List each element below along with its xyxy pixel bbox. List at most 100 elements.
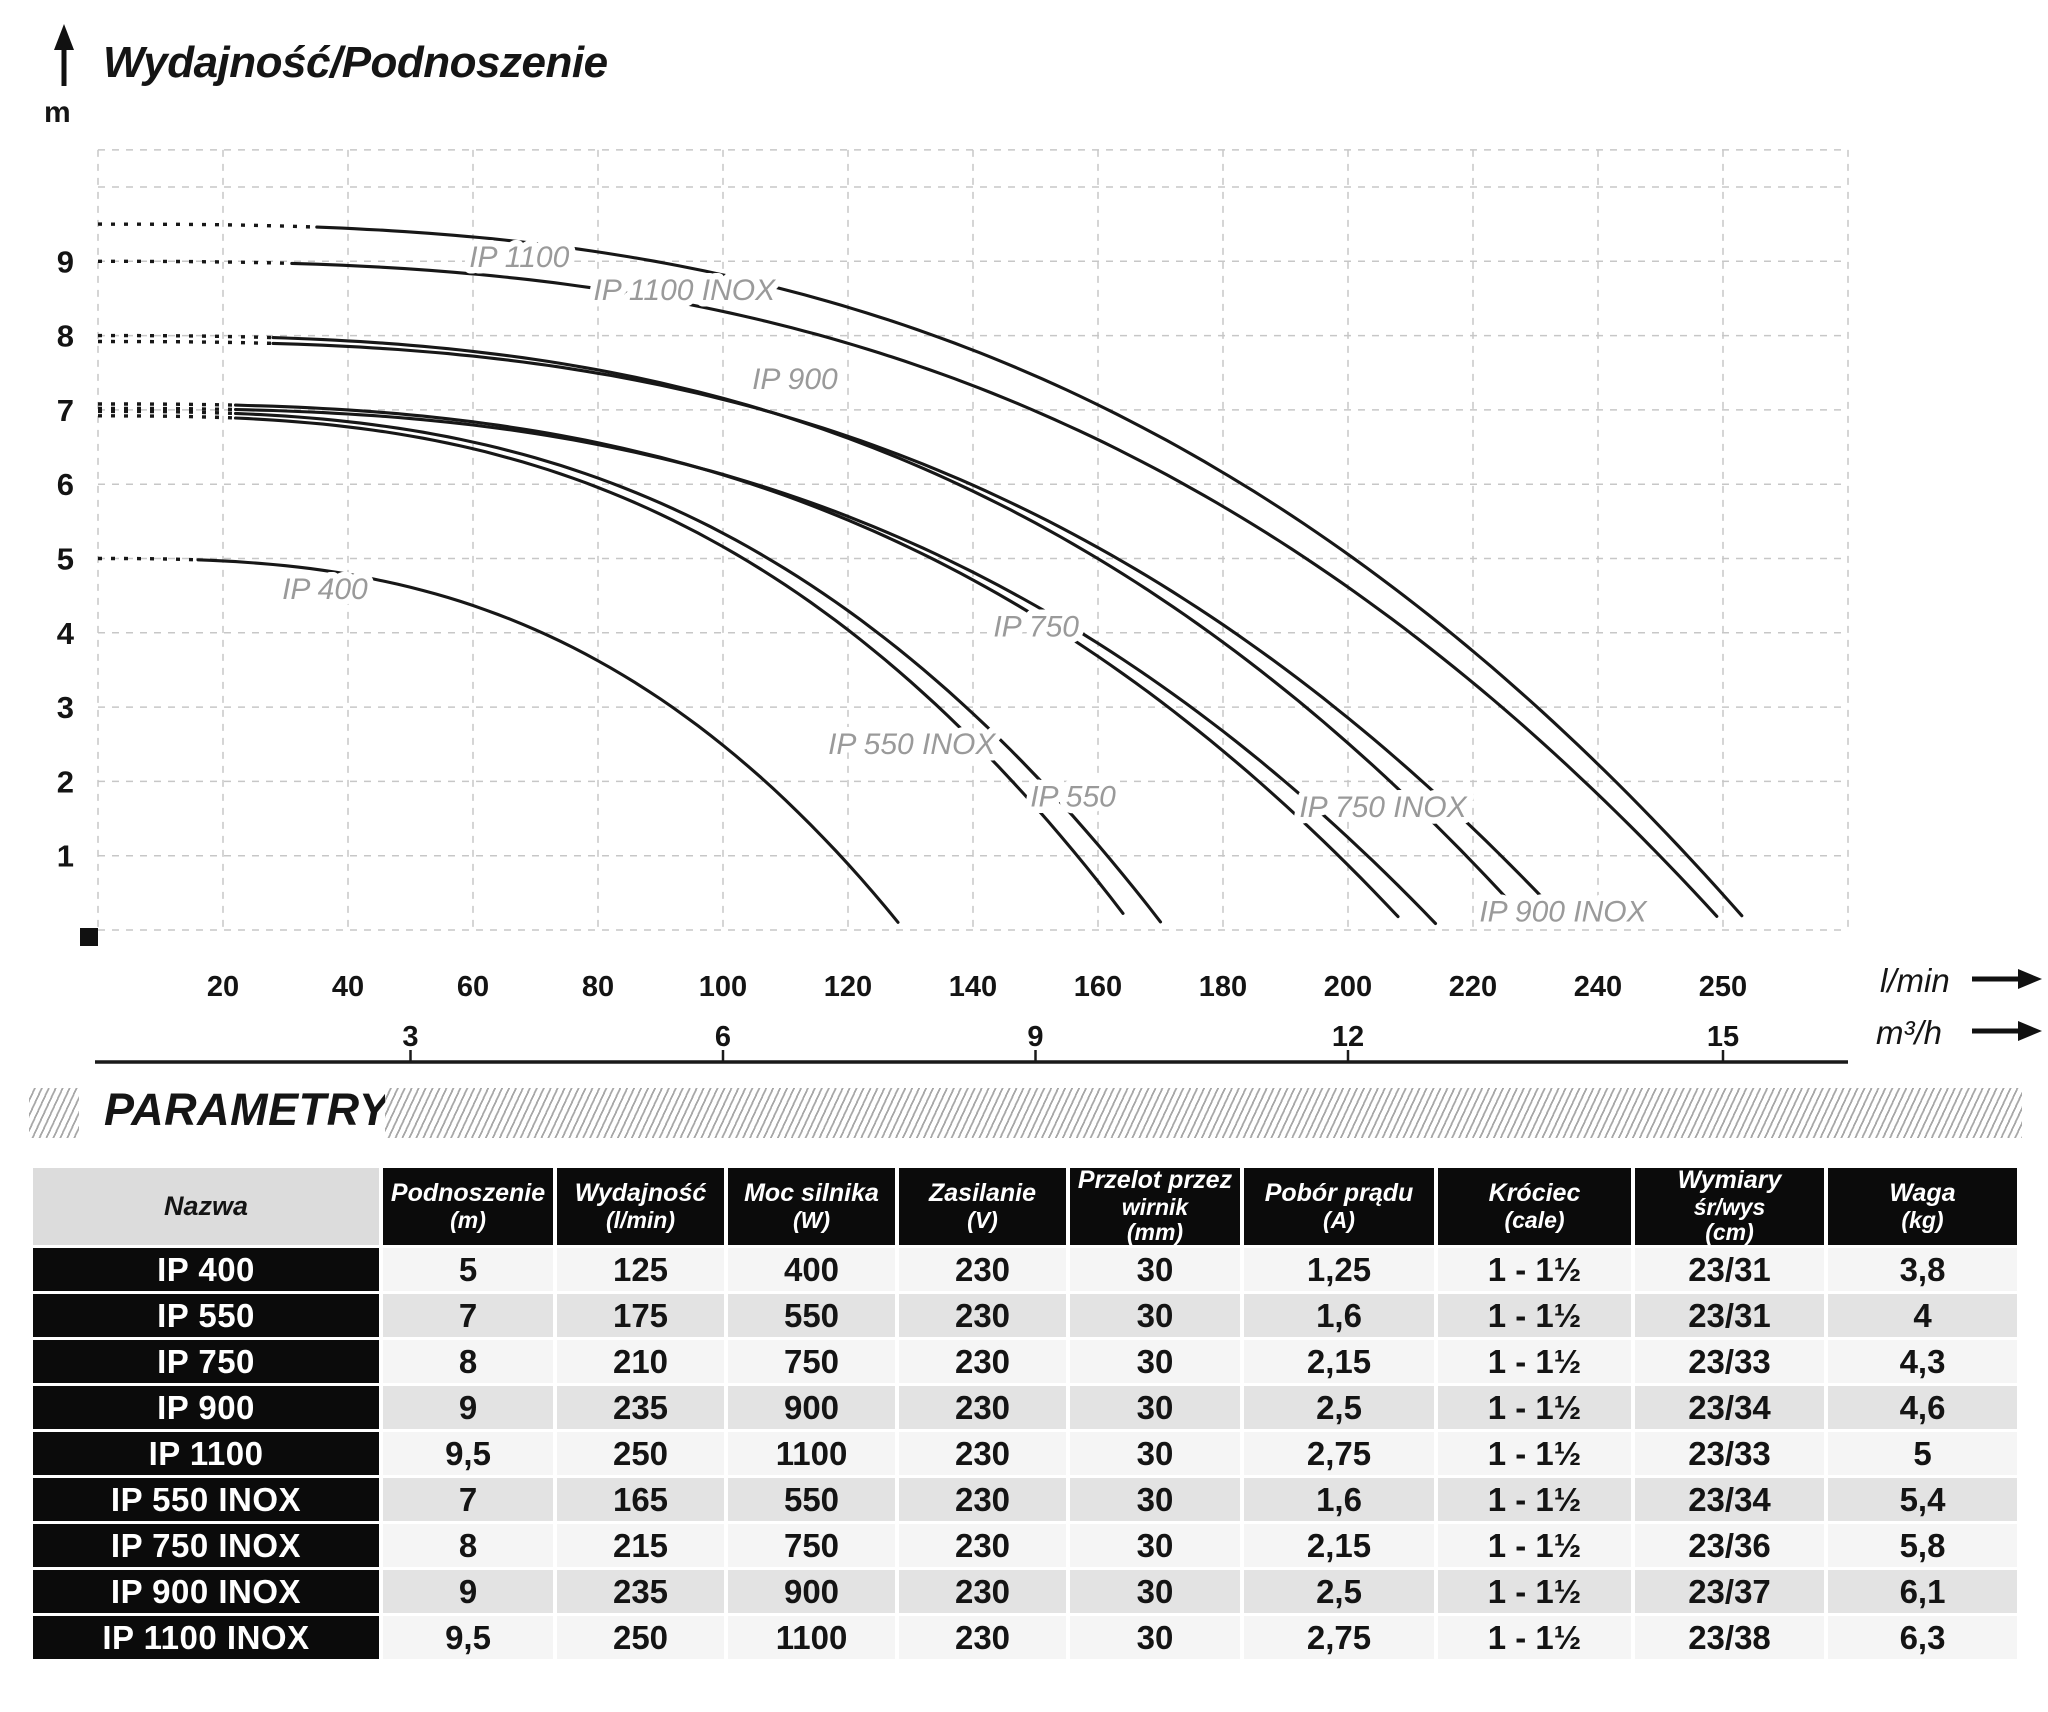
table-cell: 3,8: [1828, 1248, 2017, 1291]
table-cell: 30: [1070, 1478, 1240, 1521]
table-cell: 1 - 1½: [1438, 1248, 1631, 1291]
table-cell: 1 - 1½: [1438, 1432, 1631, 1475]
curve-label: IP 750: [993, 610, 1079, 643]
table-cell: 9: [383, 1386, 553, 1429]
table-cell: 30: [1070, 1340, 1240, 1383]
row-name-cell: IP 550: [33, 1294, 379, 1337]
table-cell: 6,1: [1828, 1570, 2017, 1613]
svg-text:140: 140: [949, 971, 997, 1003]
svg-text:6: 6: [715, 1021, 731, 1053]
table-cell: 1 - 1½: [1438, 1570, 1631, 1613]
table-cell: 230: [899, 1340, 1066, 1383]
table-cell: 1 - 1½: [1438, 1340, 1631, 1383]
svg-text:9: 9: [57, 244, 74, 279]
table-cell: 30: [1070, 1386, 1240, 1429]
row-name-cell: IP 750: [33, 1340, 379, 1383]
curve-label: IP 750 INOX: [1299, 791, 1467, 824]
column-header: Moc silnika (W): [728, 1168, 895, 1245]
svg-text:100: 100: [699, 971, 747, 1003]
table-cell: 6,3: [1828, 1616, 2017, 1659]
table-cell: 23/33: [1635, 1432, 1824, 1475]
x-axis-unit-m3h: m³/h: [1876, 1014, 1942, 1051]
table-cell: 230: [899, 1478, 1066, 1521]
table-cell: 230: [899, 1616, 1066, 1659]
table-cell: 175: [557, 1294, 724, 1337]
table-cell: 2,5: [1244, 1570, 1434, 1613]
curve-label: IP 550 INOX: [828, 728, 996, 761]
table-cell: 1100: [728, 1616, 895, 1659]
table-cell: 8: [383, 1524, 553, 1567]
svg-text:2: 2: [57, 764, 74, 799]
table-cell: 1 - 1½: [1438, 1478, 1631, 1521]
table-cell: 230: [899, 1524, 1066, 1567]
table-cell: 2,75: [1244, 1616, 1434, 1659]
row-name-cell: IP 550 INOX: [33, 1478, 379, 1521]
svg-text:240: 240: [1574, 971, 1622, 1003]
svg-text:220: 220: [1449, 971, 1497, 1003]
table-cell: 2,15: [1244, 1340, 1434, 1383]
table-cell: 1,6: [1244, 1478, 1434, 1521]
table-cell: 230: [899, 1248, 1066, 1291]
table-cell: 2,75: [1244, 1432, 1434, 1475]
svg-text:160: 160: [1074, 971, 1122, 1003]
table-cell: 5: [1828, 1432, 2017, 1475]
table-cell: 1,25: [1244, 1248, 1434, 1291]
svg-text:250: 250: [1699, 971, 1747, 1003]
column-header: Waga (kg): [1828, 1168, 2017, 1245]
svg-text:15: 15: [1707, 1021, 1739, 1053]
table-cell: 1 - 1½: [1438, 1616, 1631, 1659]
row-name-cell: IP 400: [33, 1248, 379, 1291]
column-header-name: Nazwa: [33, 1168, 379, 1245]
table-cell: 4,3: [1828, 1340, 2017, 1383]
row-name-cell: IP 900: [33, 1386, 379, 1429]
table-cell: 23/31: [1635, 1294, 1824, 1337]
table-cell: 230: [899, 1570, 1066, 1613]
curve-label: IP 1100: [469, 241, 569, 274]
table-cell: 750: [728, 1340, 895, 1383]
table-cell: 210: [557, 1340, 724, 1383]
table-cell: 250: [557, 1616, 724, 1659]
table-cell: 230: [899, 1386, 1066, 1429]
svg-text:20: 20: [207, 971, 239, 1003]
table-cell: 215: [557, 1524, 724, 1567]
table-cell: 250: [557, 1432, 724, 1475]
table-cell: 400: [728, 1248, 895, 1291]
row-name-cell: IP 1100: [33, 1432, 379, 1475]
table-cell: 5,8: [1828, 1524, 2017, 1567]
table-cell: 2,5: [1244, 1386, 1434, 1429]
table-cell: 235: [557, 1570, 724, 1613]
svg-text:180: 180: [1199, 971, 1247, 1003]
table-cell: 550: [728, 1294, 895, 1337]
table-cell: 23/33: [1635, 1340, 1824, 1383]
table-cell: 750: [728, 1524, 895, 1567]
table-cell: 4,6: [1828, 1386, 2017, 1429]
svg-text:60: 60: [457, 971, 489, 1003]
table-cell: 23/34: [1635, 1478, 1824, 1521]
table-cell: 23/36: [1635, 1524, 1824, 1567]
svg-text:4: 4: [57, 616, 75, 651]
svg-text:1: 1: [57, 839, 74, 874]
table-cell: 5,4: [1828, 1478, 2017, 1521]
table-cell: 23/31: [1635, 1248, 1824, 1291]
chart-title: Wydajność/Podnoszenie: [103, 38, 608, 87]
column-header: Pobór prądu (A): [1244, 1168, 1434, 1245]
column-header: Króciec (cale): [1438, 1168, 1631, 1245]
table-cell: 125: [557, 1248, 724, 1291]
svg-text:9: 9: [1027, 1021, 1043, 1053]
table-cell: 235: [557, 1386, 724, 1429]
table-cell: 7: [383, 1478, 553, 1521]
table-cell: 7: [383, 1294, 553, 1337]
table-cell: 23/38: [1635, 1616, 1824, 1659]
table-cell: 1 - 1½: [1438, 1386, 1631, 1429]
column-header: Podnoszenie (m): [383, 1168, 553, 1245]
svg-text:5: 5: [57, 542, 74, 577]
table-cell: 1,6: [1244, 1294, 1434, 1337]
svg-text:6: 6: [57, 467, 74, 502]
table-cell: 8: [383, 1340, 553, 1383]
table-cell: 900: [728, 1386, 895, 1429]
table-cell: 230: [899, 1294, 1066, 1337]
table-cell: 5: [383, 1248, 553, 1291]
column-header: Wymiary śr/wys (cm): [1635, 1167, 1824, 1245]
origin-marker: [80, 928, 98, 946]
